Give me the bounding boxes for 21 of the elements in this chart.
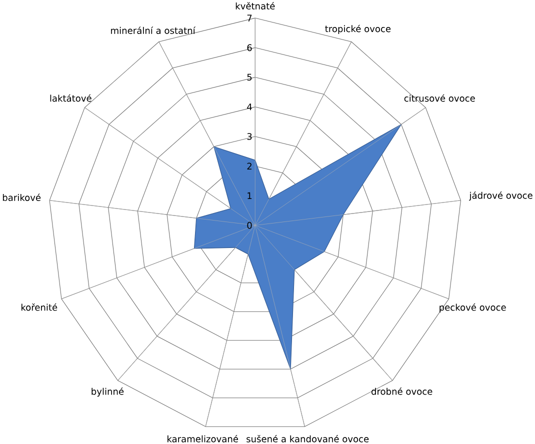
spoke-label: minerální a ostatní <box>111 26 196 34</box>
spoke-label: karamelizované <box>168 434 238 442</box>
y-tick-label: 3 <box>247 132 252 140</box>
spoke-label: kořenité <box>21 303 58 311</box>
spoke-label: jádrové ovoce <box>469 191 532 200</box>
y-tick-label: 4 <box>247 103 252 110</box>
y-tick-label: 1 <box>248 192 252 199</box>
y-tick-label: 5 <box>247 74 252 80</box>
y-tick-label: 7 <box>247 14 252 22</box>
y-tick-label: 2 <box>247 162 252 170</box>
spoke-label: laktátové <box>50 94 92 102</box>
spoke-label: drobné ovoce <box>371 387 432 395</box>
spoke-label: citrusové ovoce <box>404 94 475 102</box>
spoke-label: barikové <box>2 193 41 201</box>
spoke-label: peckové ovoce <box>440 303 506 312</box>
spoke-label: bylinné <box>92 387 124 396</box>
y-tick-label: 0 <box>247 222 252 229</box>
y-tick-label: 6 <box>247 44 252 51</box>
spoke-label: tropické ovoce <box>325 24 391 34</box>
spoke-label: sušené a kandované ovoce <box>246 434 369 442</box>
spoke-label: květnaté <box>236 2 275 10</box>
